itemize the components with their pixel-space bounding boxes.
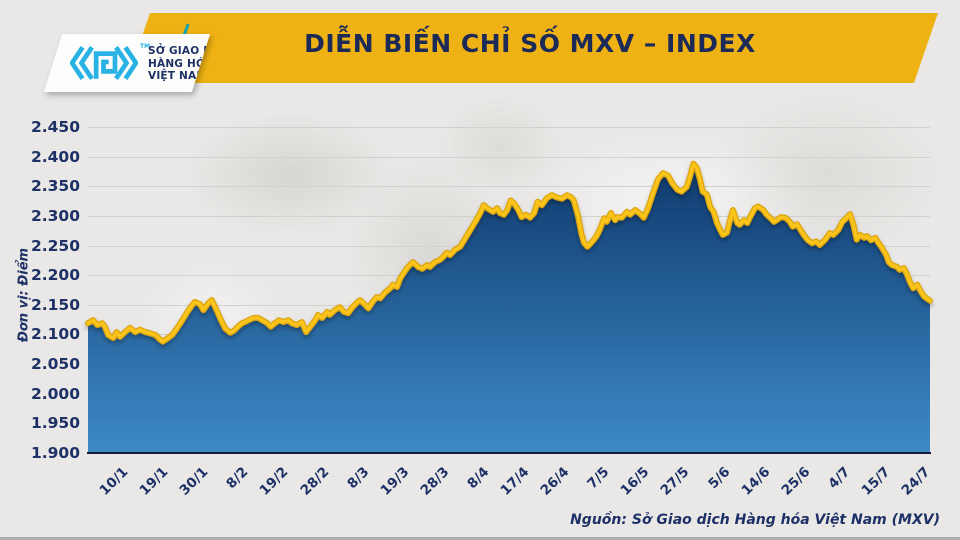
gridline [88,156,930,158]
trademark-symbol: TM [140,43,151,50]
area-fill [88,163,930,453]
gridline [88,127,930,128]
y-tick-label: 2.200 [30,266,80,285]
y-tick-label: 2.300 [30,206,80,225]
y-tick-label: 2.250 [30,236,80,255]
logo-line-3: VIỆT NAM [148,70,207,82]
y-tick-label: 2.050 [30,355,80,374]
logo-line-2: HÀNG HÓA [148,57,214,70]
logo-line-1: SỞ GIAO DỊCH [148,45,234,57]
gridline [88,186,930,188]
y-tick-label: 2.450 [30,118,80,136]
y-tick-label: 2.350 [30,177,80,196]
y-tick-label: 2.400 [30,147,80,166]
y-tick-label: 2.000 [30,384,80,403]
y-tick-label: 1.950 [30,414,80,433]
index-line [86,162,932,344]
y-tick-label: 2.100 [30,325,80,344]
index-area-chart-svg [85,160,933,453]
mxv-logo-icon [70,46,138,80]
mxv-logo-card: TM SỞ GIAO DỊCH HÀNG HÓA VIỆT NAM [22,17,210,92]
logo-text: SỞ GIAO DỊCH HÀNG HÓA VIỆT NAM [148,45,234,83]
page-title: DIỄN BIẾN CHỈ SỐ MXV – INDEX [304,29,756,58]
source-credit: Nguồn: Sở Giao dịch Hàng hóa Việt Nam (M… [570,512,940,528]
y-tick-label: 2.150 [30,295,80,314]
y-tick-label: 1.900 [30,444,80,462]
x-axis-baseline [87,451,931,454]
